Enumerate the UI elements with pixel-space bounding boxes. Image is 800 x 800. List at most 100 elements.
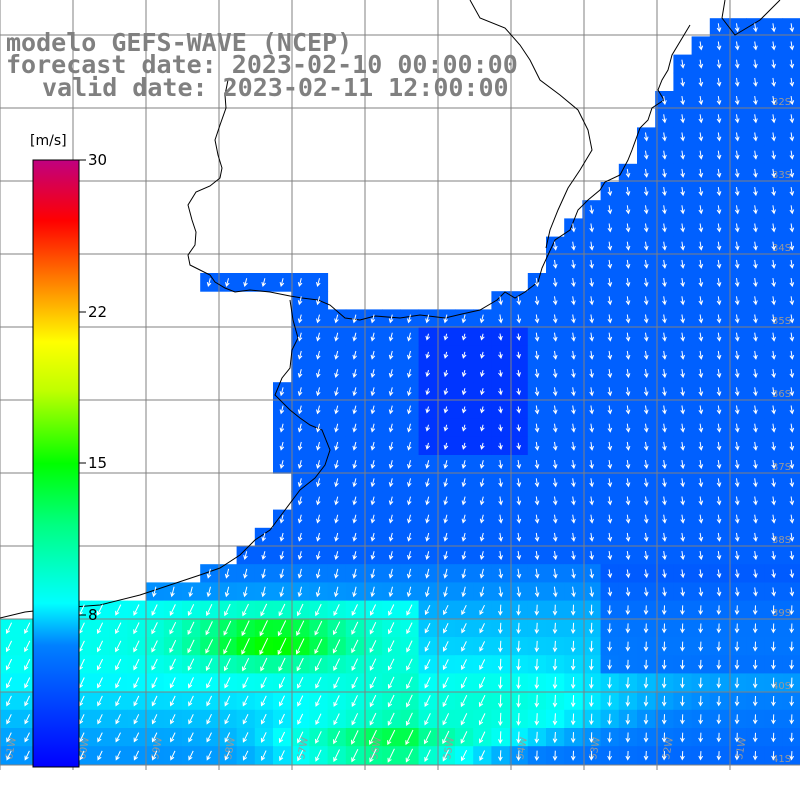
wind-arrow	[498, 532, 503, 542]
wind-arrow	[734, 314, 740, 324]
wind-arrow	[698, 332, 704, 342]
wind-arrow	[424, 677, 431, 689]
wind-arrow	[387, 729, 396, 746]
wind-arrow	[406, 622, 413, 635]
wind-arrow	[771, 278, 776, 288]
wind-arrow	[643, 750, 649, 761]
wind-arrow	[387, 712, 395, 726]
wind-arrow	[405, 712, 413, 726]
colorbar-tick-label-30: 30	[88, 151, 108, 169]
wind-arrow	[571, 514, 576, 524]
wind-arrow	[625, 205, 631, 215]
wind-arrow	[753, 460, 758, 470]
wind-arrow	[407, 405, 412, 415]
wind-arrow	[789, 369, 795, 379]
wind-arrow	[716, 132, 722, 142]
wind-arrow	[753, 387, 758, 397]
title-line-1: modelo GEFS-WAVE (NCEP)	[6, 28, 353, 57]
wind-arrow	[589, 241, 594, 251]
wind-arrow	[498, 604, 503, 616]
wind-arrow	[242, 657, 250, 672]
wind-arrow	[589, 423, 594, 433]
wind-arrow	[24, 750, 30, 761]
wind-arrow	[734, 587, 740, 597]
wind-arrow	[607, 732, 613, 743]
wind-arrow	[297, 713, 304, 725]
wind-arrow	[789, 259, 795, 269]
wind-arrow	[516, 676, 521, 690]
wind-arrow	[698, 259, 704, 269]
wind-arrow	[680, 114, 685, 124]
wind-arrow	[661, 677, 667, 689]
wind-arrow	[407, 369, 412, 379]
wind-arrow	[643, 350, 649, 360]
wind-arrow	[716, 223, 722, 233]
wind-arrow	[97, 750, 103, 761]
wind-arrow	[442, 641, 449, 652]
wind-arrow	[277, 620, 287, 637]
wind-arrow	[297, 514, 303, 524]
wind-arrow	[260, 603, 268, 617]
wind-arrow	[607, 569, 613, 579]
wind-arrow	[661, 623, 667, 634]
wind-arrow	[479, 478, 485, 488]
lat-label: 38S	[772, 535, 791, 546]
wind-arrow	[407, 332, 412, 342]
wind-arrow	[461, 351, 467, 359]
wind-arrow	[316, 332, 321, 342]
wind-arrow	[534, 278, 540, 288]
wind-arrow	[661, 659, 667, 670]
wind-arrow	[169, 621, 177, 635]
wind-arrow	[607, 478, 613, 488]
wind-arrow	[498, 731, 503, 744]
wind-arrow	[352, 568, 357, 579]
wind-arrow	[461, 586, 466, 598]
wind-arrow	[388, 423, 394, 433]
wind-arrow	[498, 551, 503, 561]
wind-arrow	[442, 713, 450, 726]
wind-arrow	[643, 677, 649, 689]
wind-arrow	[680, 441, 685, 451]
wind-arrow	[443, 604, 449, 616]
wind-arrow	[716, 369, 722, 379]
wind-arrow	[716, 387, 722, 397]
wind-arrow	[297, 749, 304, 762]
wind-arrow	[753, 587, 758, 597]
wind-arrow	[316, 278, 321, 288]
wind-arrow	[589, 732, 594, 743]
wind-arrow	[716, 168, 722, 178]
wind-arrow	[315, 713, 322, 726]
wind-arrow	[388, 568, 394, 579]
wind-arrow	[607, 713, 612, 726]
wind-arrow	[789, 460, 795, 470]
wind-arrow	[24, 677, 31, 689]
wind-arrow	[387, 748, 395, 763]
wind-arrow	[643, 387, 649, 397]
wind-arrow	[680, 96, 685, 106]
wind-arrow	[334, 332, 339, 342]
wind-arrow	[370, 586, 375, 598]
wind-arrow	[370, 496, 376, 506]
wind-arrow	[771, 132, 776, 142]
wind-arrow	[570, 732, 576, 744]
wind-arrow	[552, 241, 558, 251]
wind-arrow	[279, 387, 285, 397]
wind-arrow	[643, 132, 649, 142]
wind-arrow	[625, 695, 631, 707]
wind-arrow	[625, 332, 631, 342]
wind-arrow	[625, 278, 631, 288]
wind-arrow	[516, 442, 521, 451]
wind-arrow	[352, 423, 357, 433]
wind-arrow	[498, 460, 503, 470]
wind-arrow	[607, 641, 613, 652]
wind-arrow	[297, 532, 303, 542]
wind-arrow	[387, 640, 395, 653]
wind-arrow	[443, 586, 448, 598]
wind-arrow	[351, 658, 359, 671]
wind-arrow	[461, 369, 467, 378]
wind-arrow	[534, 423, 540, 433]
wind-arrow	[461, 424, 467, 432]
wind-arrow	[643, 150, 649, 160]
wind-arrow	[133, 750, 140, 761]
wind-arrow	[662, 223, 667, 233]
